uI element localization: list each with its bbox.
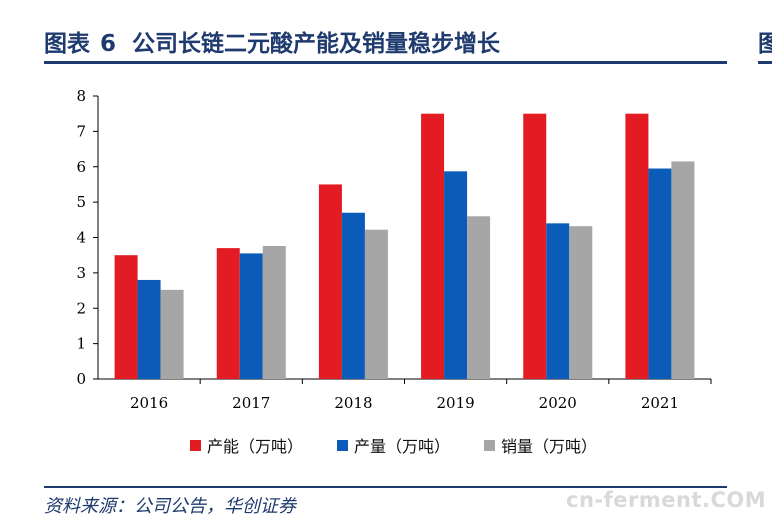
bar-capacity [114,255,138,379]
bar-capacity [523,113,547,379]
site-watermark: cn-ferment.COM [566,488,767,512]
chart-legend: 产能（万吨） 产量（万吨） 销量（万吨） [190,433,597,457]
x-tick-label: 2021 [641,394,679,412]
y-tick-label: 0 [76,370,86,388]
bar-output [239,253,263,379]
bar-sales [364,229,388,379]
adjacent-figure-title-fragment: 图 [758,31,772,57]
bar-output [341,212,365,379]
bar-output [137,279,161,379]
bar-capacity [625,113,649,379]
x-tick-label: 2016 [130,394,168,412]
x-tick-label: 2020 [539,394,577,412]
y-tick-label: 7 [76,122,86,140]
figure-title-text: 公司长链二元酸产能及销量稳步增长 [132,31,501,57]
legend-swatch-output [337,439,349,451]
bar-sales [671,161,695,379]
bar-sales [569,226,593,379]
legend-swatch-capacity [190,439,201,451]
legend-item-capacity: 产能（万吨） [190,433,303,457]
bar-capacity [216,248,240,379]
bar-capacity [318,184,342,379]
bar-output [648,168,672,379]
legend-item-output: 产量（万吨） [337,433,450,457]
adjacent-title-rule [758,61,772,64]
y-tick-label: 3 [76,264,86,282]
bar-sales [262,245,286,379]
figure-label: 图表 [44,31,90,57]
x-tick-label: 2018 [334,394,372,412]
source-note: 资料来源：公司公告，华创证券 [44,496,296,517]
bar-capacity [421,113,445,379]
legend-label-capacity: 产能（万吨） [207,437,304,456]
title-rule [44,61,727,64]
x-tick-label: 2017 [232,394,270,412]
figure-title: 图表 6 公司长链二元酸产能及销量稳步增长 [44,24,500,58]
bar-output [546,223,570,379]
bar-sales [160,289,184,379]
bar-sales [467,216,491,379]
legend-label-output: 产量（万吨） [354,437,451,456]
y-tick-label: 5 [76,193,86,211]
y-tick-label: 4 [76,229,86,247]
legend-swatch-sales [484,439,496,451]
y-tick-label: 6 [76,158,86,176]
legend-label-sales: 销量（万吨） [501,437,598,456]
bar-output [444,171,468,379]
legend-item-sales: 销量（万吨） [484,433,597,457]
figure-number: 6 [100,31,117,57]
y-tick-label: 8 [76,87,86,105]
footer-rule [44,486,727,488]
y-tick-label: 2 [76,299,86,317]
x-tick-label: 2019 [436,394,474,412]
y-tick-label: 1 [76,335,86,353]
